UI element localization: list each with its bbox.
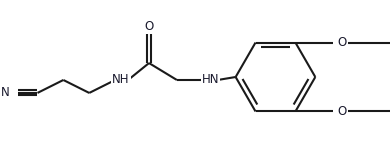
Text: O: O (338, 105, 347, 118)
Text: NH: NH (112, 73, 130, 86)
Text: O: O (144, 20, 154, 33)
Text: O: O (338, 36, 347, 49)
Text: HN: HN (202, 73, 220, 86)
Text: N: N (1, 86, 10, 100)
